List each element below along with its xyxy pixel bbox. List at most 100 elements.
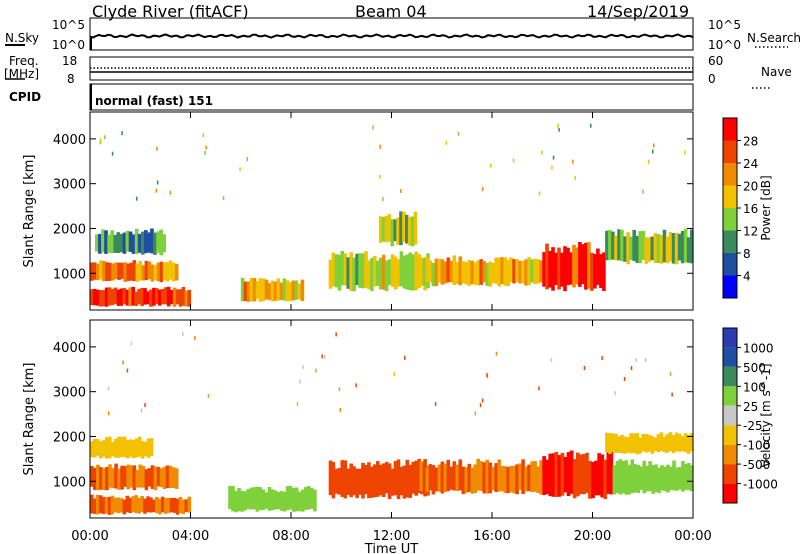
power-cell-4 — [355, 253, 359, 286]
power-scatter-point — [111, 151, 114, 156]
velocity-cell-1 — [123, 466, 127, 487]
velocity-cell-5 — [530, 461, 534, 493]
power-cell-8 — [605, 230, 609, 261]
power-cell-8 — [614, 235, 618, 261]
velocity-cell-0 — [152, 499, 156, 513]
power-cell-6 — [431, 263, 436, 287]
power-cell-0 — [104, 287, 109, 307]
power-cell-4 — [414, 251, 418, 291]
velocity-scatter-point — [315, 368, 317, 373]
xtick-label: 08:00 — [272, 529, 309, 544]
power-scatter-point — [557, 123, 559, 128]
velocity-scatter-point — [338, 387, 341, 392]
power-cell-8 — [671, 233, 676, 264]
power-cell-0 — [169, 290, 174, 305]
freq-tick-top: 18 — [62, 54, 78, 68]
velocity-cell-1 — [90, 466, 94, 487]
velocity-colorbar-segment — [723, 386, 737, 406]
power-cell-1 — [144, 260, 149, 281]
power-cell-6 — [440, 259, 445, 285]
velocity-cell-2 — [128, 439, 133, 457]
velocity-colorbar-tick-label: 500 — [743, 361, 766, 375]
velocity-cell-3 — [243, 491, 247, 511]
velocity-cell-6 — [591, 462, 595, 499]
velocity-cell-5 — [512, 465, 516, 494]
velocity-cell-1 — [162, 466, 167, 489]
power-cell-6 — [476, 260, 480, 286]
power-cell-6 — [467, 259, 472, 286]
velocity-cell-1 — [99, 467, 103, 490]
power-cell-8 — [668, 232, 673, 262]
nsky-tick-bottom: 10^0 — [52, 38, 85, 52]
power-cell-6 — [470, 260, 475, 285]
velocity-cell-7 — [660, 465, 664, 491]
freq-label-1: Freq. — [9, 54, 39, 68]
cpid-mode: normal (fast) 151 — [95, 94, 213, 108]
power-cell-8 — [647, 237, 652, 262]
velocity-cell-4 — [393, 461, 398, 496]
velocity-colorbar-tick-label: -100 — [743, 439, 770, 453]
power-cell-5 — [387, 214, 392, 242]
velocity-colorbar-frame — [722, 327, 738, 504]
velocity-cell-5 — [467, 463, 472, 492]
velocity-cell-4 — [376, 461, 380, 497]
velocity-cell-8 — [626, 437, 630, 453]
velocity-cell-7 — [684, 463, 688, 490]
velocity-cell-1 — [132, 465, 137, 491]
power-scatter-point — [490, 163, 492, 168]
velocity-cell-4 — [402, 465, 407, 499]
power-colorbar-tick-label: 16 — [743, 202, 758, 216]
power-scatter-point — [205, 145, 207, 150]
xtick-label: 16:00 — [473, 529, 510, 544]
velocity-cell-6 — [585, 452, 589, 493]
velocity-cell-8 — [680, 436, 685, 452]
velocity-cell-1 — [141, 465, 146, 488]
power-cell-7 — [590, 252, 594, 291]
power-cell-0 — [178, 289, 183, 307]
power-cell-6 — [425, 257, 430, 283]
power-scatter-point — [481, 187, 484, 192]
power-cell-7 — [569, 252, 573, 285]
power-cell-7 — [578, 242, 582, 287]
power-scatter-point — [551, 165, 553, 170]
power-cell-3 — [270, 280, 275, 302]
power-cell-1 — [93, 262, 97, 280]
velocity-scatter-point — [130, 341, 133, 346]
power-cell-1 — [153, 264, 158, 281]
velocity-cell-7 — [615, 460, 620, 493]
power-colorbar-tick-label: 28 — [743, 135, 758, 149]
power-ytick-label: 3000 — [53, 178, 86, 193]
velocity-colorbar-tick-label: -25 — [743, 419, 763, 433]
power-cell-6 — [491, 262, 495, 284]
velocity-cell-7 — [672, 460, 676, 491]
velocity-cell-3 — [237, 488, 241, 512]
power-cell-4 — [367, 260, 371, 290]
power-cell-3 — [291, 280, 296, 301]
velocity-colorbar-segment — [723, 405, 737, 426]
power-cell-7 — [575, 247, 579, 285]
velocity-cell-0 — [140, 496, 144, 512]
velocity-cell-4 — [378, 464, 383, 496]
power-scatter-point — [684, 150, 686, 155]
power-cell-2 — [116, 232, 121, 254]
velocity-colorbar-tick-label: 100 — [743, 380, 766, 394]
velocity-cell-3 — [288, 485, 293, 510]
velocity-cell-0 — [172, 497, 177, 513]
power-scatter-point — [552, 155, 555, 160]
velocity-colorbar-label: Velocity [m s^-1] — [759, 363, 773, 467]
velocity-cell-2 — [110, 442, 115, 457]
power-cell-2 — [101, 229, 105, 253]
power-cell-4 — [393, 256, 398, 290]
power-cell-8 — [641, 230, 646, 260]
velocity-cell-8 — [659, 432, 664, 452]
velocity-cell-2 — [137, 436, 142, 457]
power-cell-5 — [405, 214, 409, 244]
velocity-cell-5 — [458, 459, 463, 491]
velocity-scatter-point — [538, 386, 540, 391]
power-cell-8 — [650, 236, 655, 261]
velocity-cell-1 — [147, 468, 152, 487]
velocity-cell-4 — [384, 461, 389, 494]
power-cell-2 — [113, 234, 118, 253]
velocity-scatter-point — [355, 383, 357, 388]
velocity-cell-3 — [267, 487, 272, 511]
